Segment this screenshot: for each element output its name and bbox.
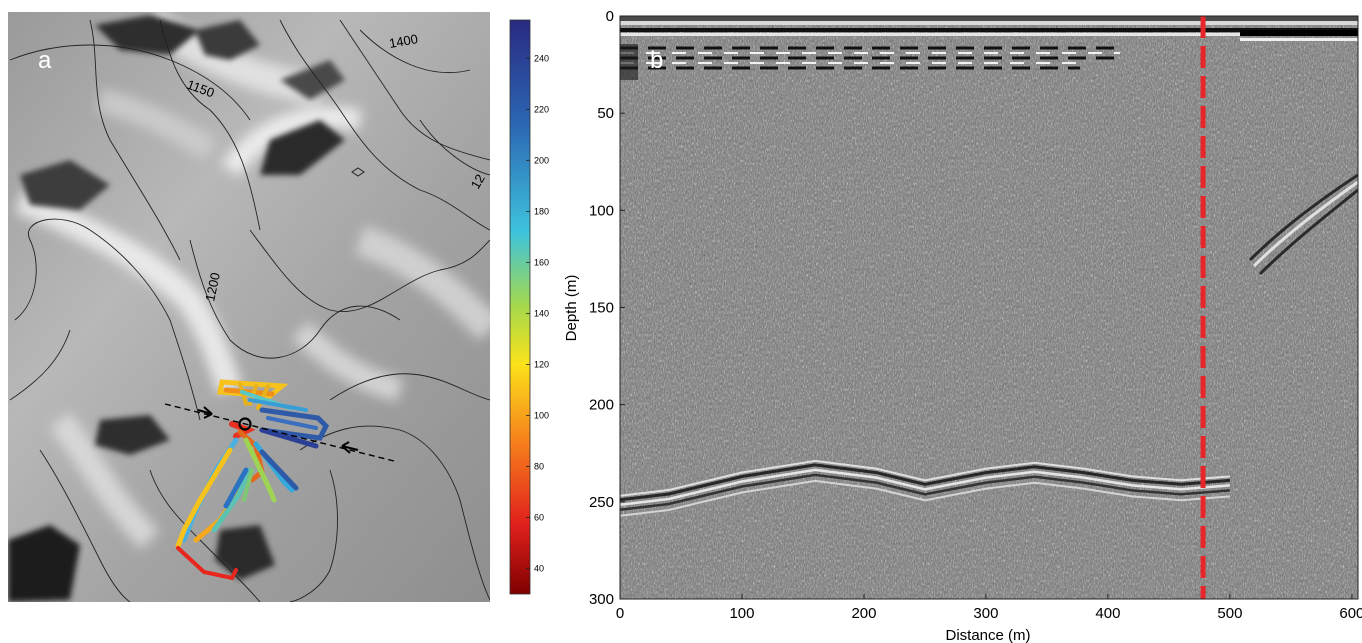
colorbar-ticks: 40 60 80 100 120 140 160 180 200 220 240	[526, 53, 549, 573]
y-tick-label: 0	[606, 8, 614, 25]
y-tick-label: 200	[589, 397, 614, 414]
colorbar-tick-label: 160	[534, 257, 549, 267]
colorbar-tick-label: 120	[534, 359, 549, 369]
arrow-icon	[197, 406, 213, 419]
contour-label: 1200	[202, 271, 223, 302]
x-tick-label: 200	[851, 605, 876, 622]
arrow-icon	[341, 441, 359, 454]
diagonal-reflectors	[1248, 173, 1358, 276]
bed-reflector	[620, 459, 1231, 517]
dark-shadows	[8, 15, 345, 602]
profile-line	[164, 403, 399, 463]
y-tick-label: 50	[597, 105, 614, 122]
contour-lines	[9, 19, 490, 602]
x-axis-label: Distance (m)	[945, 627, 1030, 643]
y-tick-label: 150	[589, 300, 614, 317]
colorbar-tick-label: 140	[534, 308, 549, 318]
colorbar-tick-label: 240	[534, 53, 549, 63]
contour-label: 12	[468, 171, 488, 191]
bed-reflector-trace	[620, 473, 1230, 512]
x-tick-label: 100	[729, 605, 754, 622]
contour-label: 1400	[388, 31, 419, 51]
y-tick-label: 100	[589, 202, 614, 219]
radargram-panel-b: b 0 100 200 300 400 500 600 0 50 100 150 200 250 300…	[563, 8, 1362, 643]
y-tick-label: 300	[589, 591, 614, 608]
survey-tracks	[175, 379, 330, 581]
colorbar-tick-label: 40	[534, 563, 544, 573]
surface-bands	[620, 16, 1358, 80]
colorbar-tick-label: 220	[534, 104, 549, 114]
relief-background	[8, 12, 490, 602]
colorbar-tick-label: 200	[534, 155, 549, 165]
diamond-marker	[351, 167, 365, 177]
bed-reflector-trace	[620, 468, 1230, 507]
bed-reflector-trace	[620, 459, 1230, 497]
colorbar-tick-label: 180	[534, 206, 549, 216]
x-tick-label: 0	[616, 605, 624, 622]
x-tick-label: 600	[1339, 605, 1362, 622]
map-panel-a: 1150 1400 1200 12	[8, 12, 490, 602]
x-tick-label: 500	[1217, 605, 1242, 622]
colorbar-tick-label: 60	[534, 512, 544, 522]
y-axis-label: Depth (m)	[563, 275, 580, 342]
panel-label-b: b	[650, 47, 663, 74]
y-axis: 0 50 100 150 200 250 300	[589, 8, 625, 608]
x-axis: 0 100 200 300 400 500 600	[616, 594, 1362, 622]
colorbar-tick-label: 100	[534, 410, 549, 420]
colorbar-tick-label: 80	[534, 461, 544, 471]
radargram-image	[620, 16, 1358, 599]
bed-reflector-trace	[620, 463, 1231, 502]
colorbar: 40 60 80 100 120 140 160 180 200 220 240	[509, 19, 549, 595]
x-tick-label: 400	[1095, 605, 1120, 622]
panel-label-a: a	[38, 47, 52, 74]
y-tick-label: 250	[589, 494, 614, 511]
colorbar-gradient	[509, 19, 531, 595]
x-tick-label: 300	[973, 605, 998, 622]
bed-reflector-trace	[620, 479, 1230, 517]
crossing-point-marker	[238, 417, 252, 431]
